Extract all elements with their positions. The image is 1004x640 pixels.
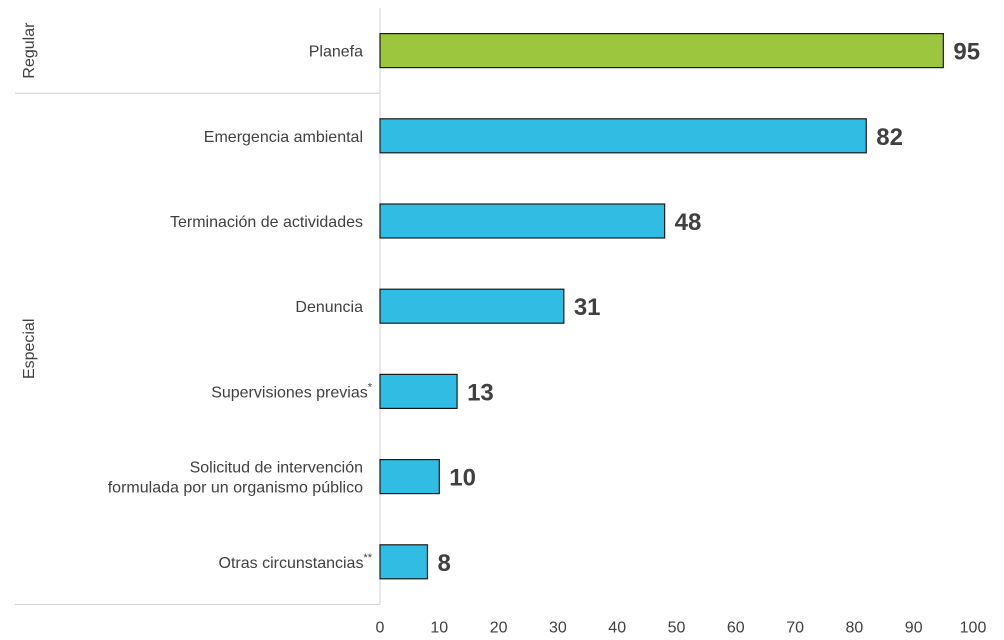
- bars: [379, 32, 944, 580]
- x-tick-label: 10: [430, 619, 448, 636]
- value-label: 10: [449, 465, 476, 492]
- x-axis-ticks: 0 10 20 30 40 50 60 70 80 90 100: [376, 619, 987, 636]
- bar: [379, 118, 867, 154]
- category-label: Otras circunstancias**: [219, 552, 373, 572]
- category-label: Solicitud de intervención formulada por u…: [108, 460, 363, 497]
- x-tick-label: 30: [549, 619, 567, 636]
- category-label: Terminación de actividades: [170, 214, 363, 231]
- value-label: 82: [876, 124, 903, 151]
- group-label-especial: Especial: [21, 319, 38, 379]
- bar: [379, 544, 429, 580]
- x-tick-label: 60: [727, 619, 745, 636]
- x-tick-label: 90: [905, 619, 923, 636]
- bar: [379, 373, 458, 409]
- category-labels: Planefa Emergencia ambiental Terminación d…: [108, 44, 373, 572]
- x-tick-label: 20: [490, 619, 508, 636]
- value-label: 13: [467, 379, 494, 406]
- x-tick-label: 100: [960, 619, 987, 636]
- group-label-regular: Regular: [21, 22, 38, 79]
- category-label: Planefa: [309, 44, 363, 61]
- x-tick-label: 80: [846, 619, 864, 636]
- category-label: Emergencia ambiental: [204, 129, 363, 146]
- value-label: 31: [574, 294, 601, 321]
- value-label: 95: [953, 39, 980, 66]
- x-tick-label: 70: [786, 619, 804, 636]
- category-label: Supervisiones previas*: [211, 381, 373, 401]
- value-label: 48: [675, 209, 702, 236]
- bar: [379, 203, 666, 239]
- bar: [379, 459, 440, 495]
- bar: [379, 32, 944, 69]
- group-labels: Regular Especial: [15, 22, 380, 379]
- x-tick-label: 50: [668, 619, 686, 636]
- bar: [379, 288, 565, 324]
- value-labels: 95 82 48 31 13 10 8: [437, 39, 980, 577]
- value-label: 8: [437, 550, 450, 577]
- category-label: Denuncia: [295, 299, 363, 316]
- x-tick-label: 0: [376, 619, 385, 636]
- x-tick-label: 40: [608, 619, 626, 636]
